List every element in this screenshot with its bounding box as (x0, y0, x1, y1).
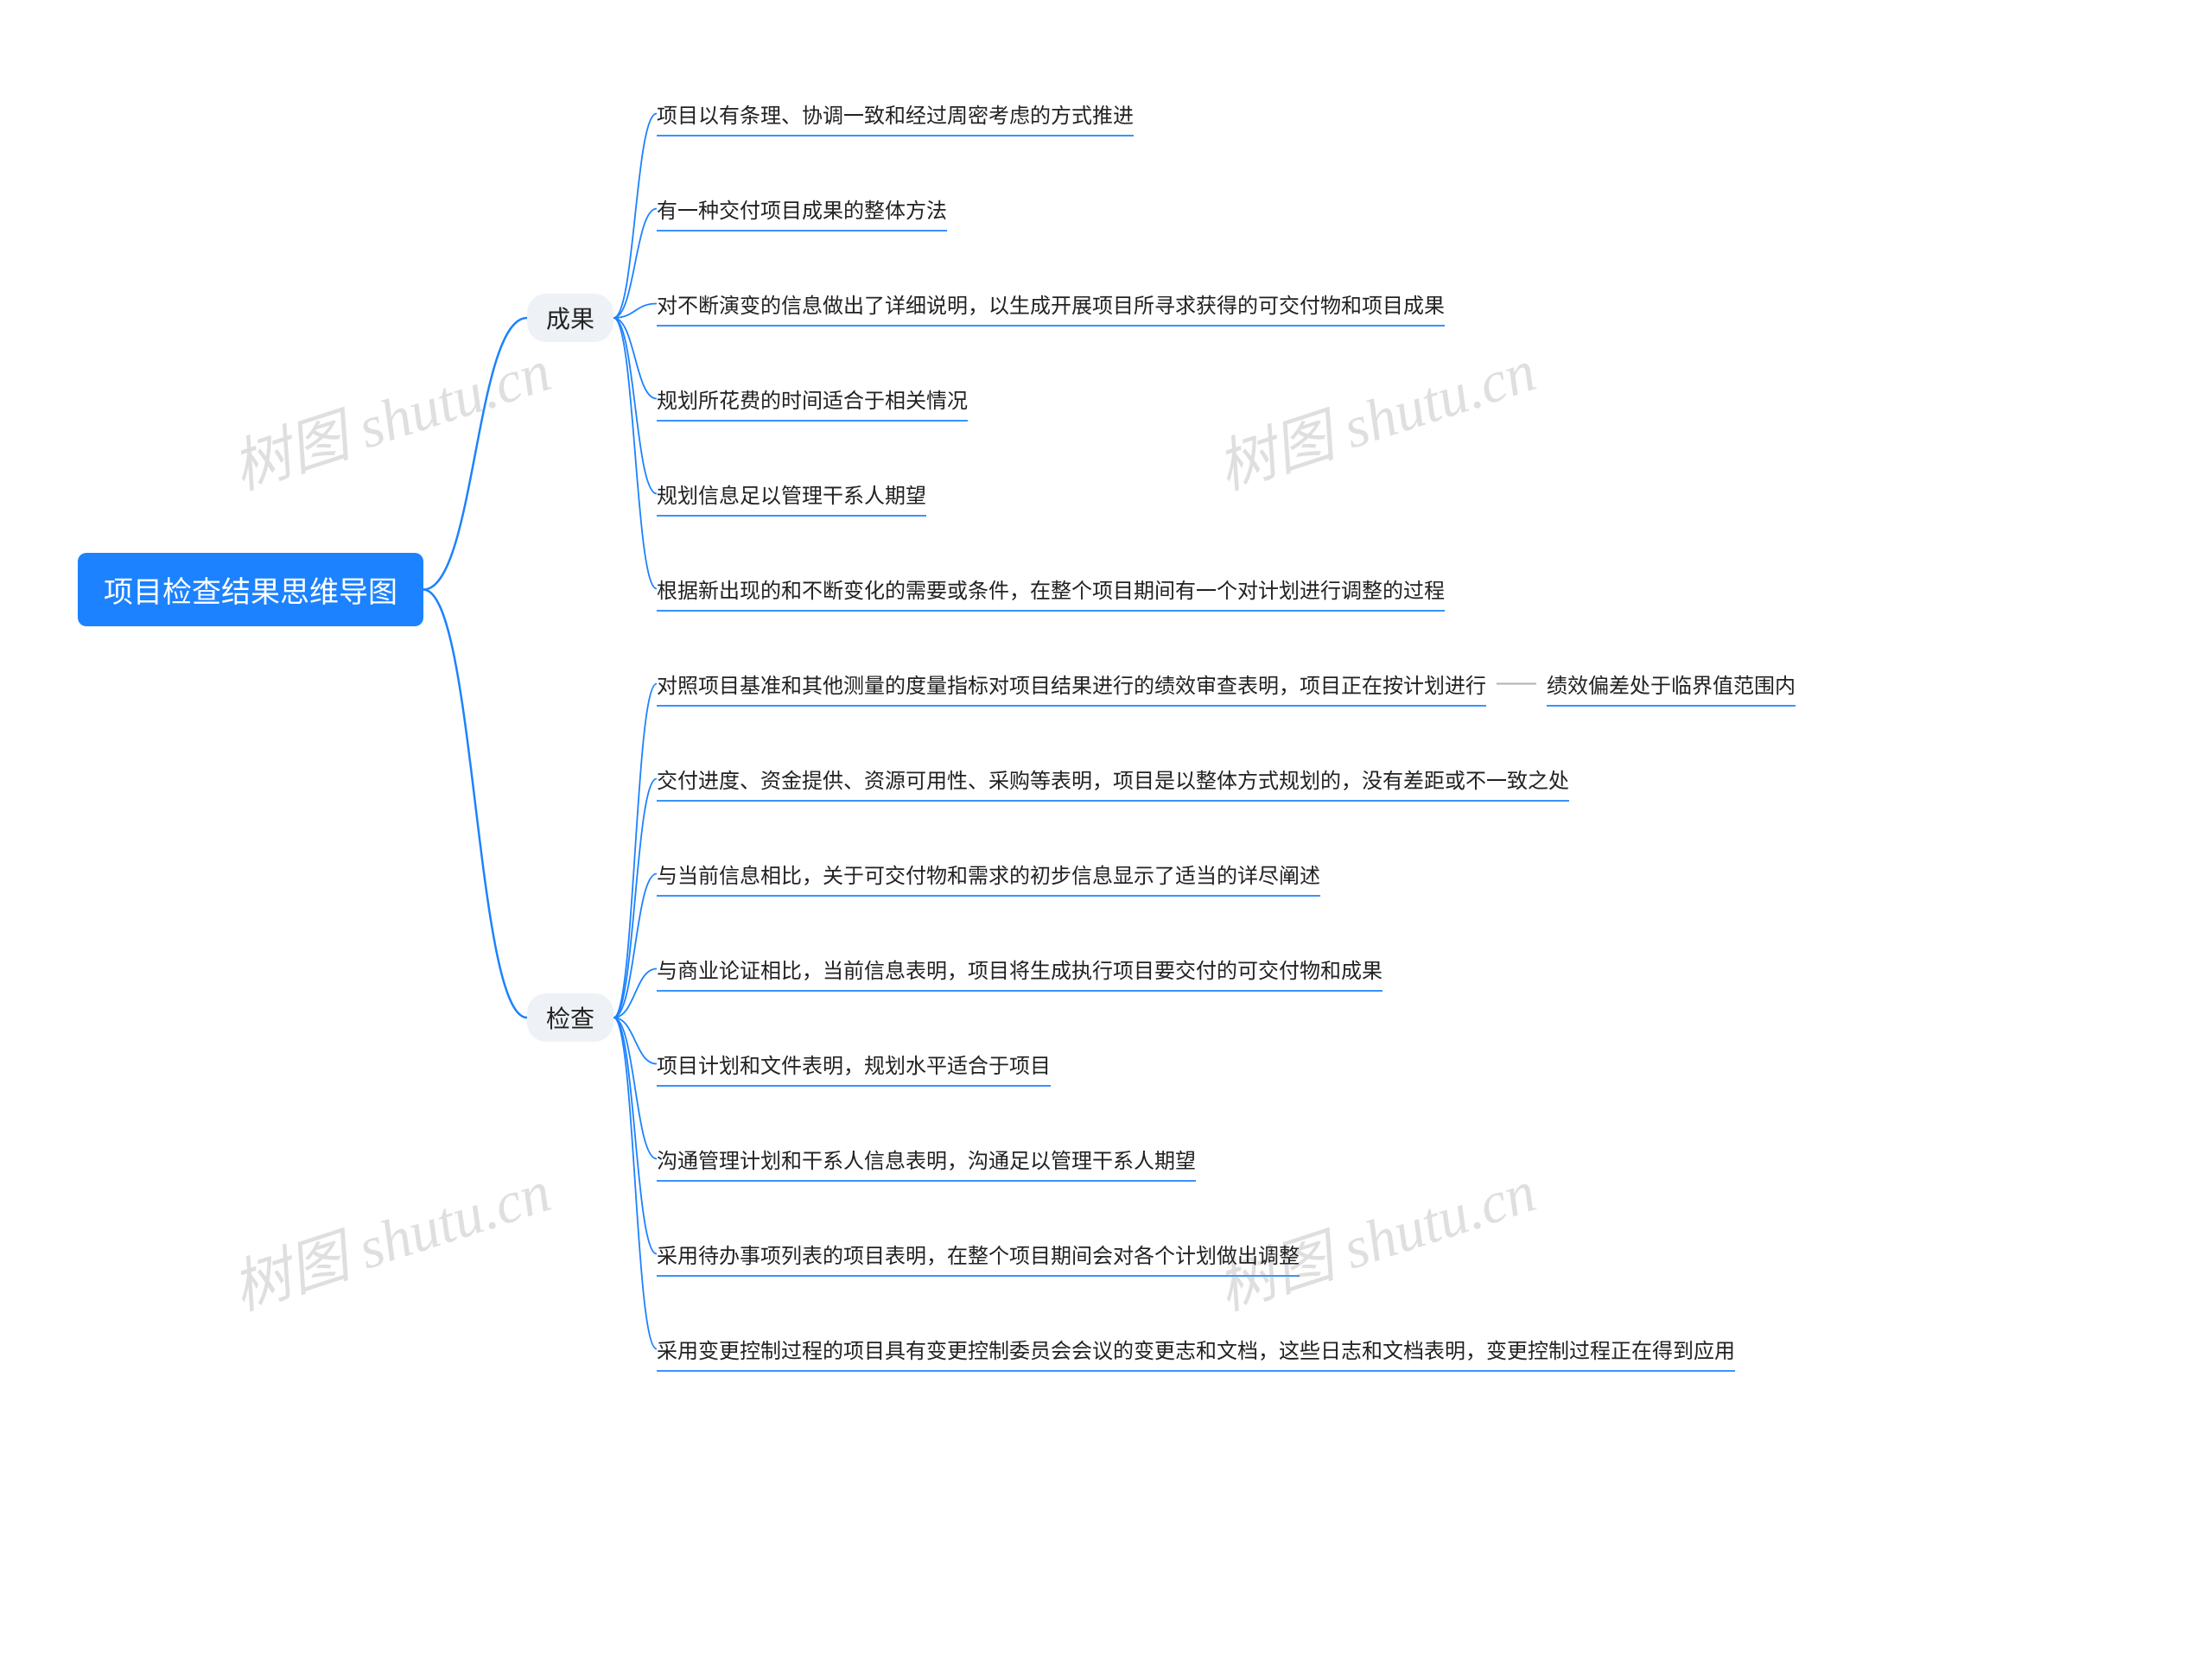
leaf-node[interactable]: 绩效偏差处于临界值范围内 (1547, 665, 1796, 702)
leaf-node[interactable]: 规划信息足以管理干系人期望 (657, 475, 926, 512)
leaf-node[interactable]: 有一种交付项目成果的整体方法 (657, 190, 947, 227)
leaf-node[interactable]: 采用变更控制过程的项目具有变更控制委员会会议的变更志和文档，这些日志和文档表明，… (657, 1330, 1735, 1367)
leaf-node[interactable]: 交付进度、资金提供、资源可用性、采购等表明，项目是以整体方式规划的，没有差距或不… (657, 760, 1569, 797)
watermark: 树图 shutu.cn (1205, 322, 1544, 505)
branch-node[interactable]: 成果 (527, 294, 613, 342)
leaf-node[interactable]: 根据新出现的和不断变化的需要或条件，在整个项目期间有一个对计划进行调整的过程 (657, 570, 1445, 607)
leaf-node[interactable]: 项目以有条理、协调一致和经过周密考虑的方式推进 (657, 95, 1134, 132)
leaf-node[interactable]: 规划所花费的时间适合于相关情况 (657, 380, 968, 417)
branch-node[interactable]: 检查 (527, 993, 613, 1042)
leaf-node[interactable]: 与当前信息相比，关于可交付物和需求的初步信息显示了适当的详尽阐述 (657, 855, 1320, 892)
mindmap-stage: 树图 shutu.cn 树图 shutu.cn 树图 shutu.cn 树图 s… (0, 0, 2212, 1662)
leaf-node[interactable]: 项目计划和文件表明，规划水平适合于项目 (657, 1045, 1051, 1082)
leaf-node[interactable]: 采用待办事项列表的项目表明，在整个项目期间会对各个计划做出调整 (657, 1235, 1300, 1272)
leaf-node[interactable]: 与商业论证相比，当前信息表明，项目将生成执行项目要交付的可交付物和成果 (657, 950, 1382, 987)
leaf-node[interactable]: 沟通管理计划和干系人信息表明，沟通足以管理干系人期望 (657, 1140, 1196, 1177)
leaf-node[interactable]: 对照项目基准和其他测量的度量指标对项目结果进行的绩效审查表明，项目正在按计划进行 (657, 665, 1486, 702)
watermark: 树图 shutu.cn (219, 322, 559, 505)
leaf-node[interactable]: 对不断演变的信息做出了详细说明，以生成开展项目所寻求获得的可交付物和项目成果 (657, 285, 1445, 322)
watermark: 树图 shutu.cn (219, 1143, 559, 1326)
edges-layer (0, 0, 2212, 1662)
root-node[interactable]: 项目检查结果思维导图 (78, 553, 423, 626)
